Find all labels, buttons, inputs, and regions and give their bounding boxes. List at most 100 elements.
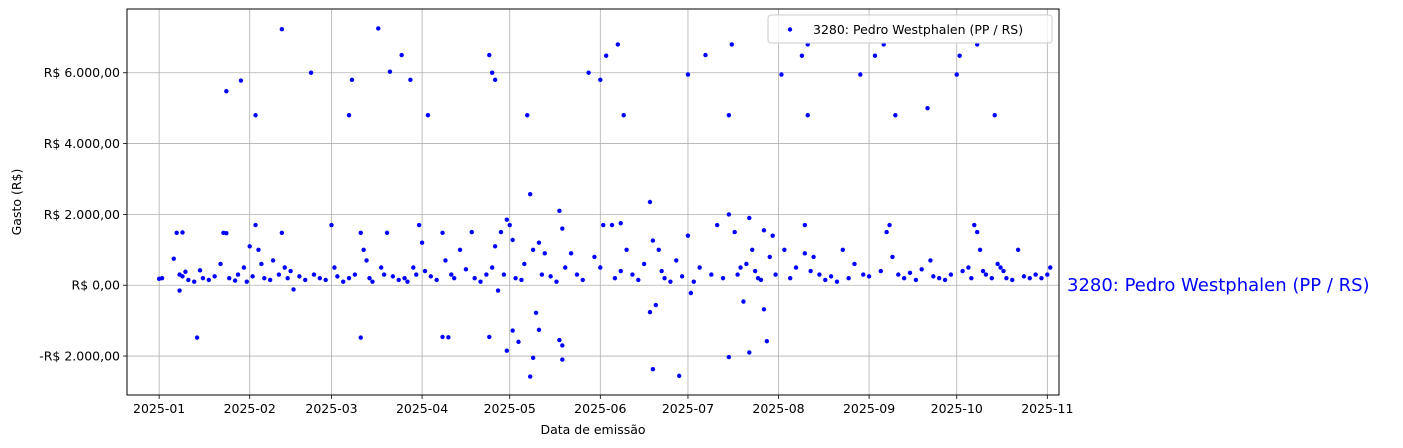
data-point [346,275,352,281]
data-point [586,70,591,75]
data-point [256,247,261,253]
data-point [218,261,223,267]
data-point [352,272,358,277]
data-point [750,247,755,253]
data-point [411,265,416,270]
data-point [650,366,656,372]
data-point [974,229,980,235]
data-point [1033,272,1038,277]
x-tick-label: 2025-06 [574,401,626,416]
data-point [513,275,518,281]
data-point [238,78,244,83]
x-tick-label: 2025-05 [484,401,536,416]
data-point [428,274,434,279]
data-point [227,275,232,281]
data-point [729,42,734,47]
data-point [530,355,536,361]
data-point [396,277,401,283]
data-point [504,348,510,353]
data-point [726,212,732,217]
data-point [834,279,840,284]
data-point [896,272,901,277]
data-point [367,275,372,281]
data-point [887,222,892,228]
x-tick-label: 2025-04 [396,401,448,416]
data-point [370,279,375,284]
data-point [402,275,407,281]
data-point [662,275,667,281]
data-point [709,272,714,277]
data-point [259,261,264,267]
data-point [498,229,504,235]
data-point [329,222,334,228]
data-point [378,265,384,270]
data-point [399,52,404,58]
data-point [977,247,983,253]
data-point [542,251,547,256]
data-point [919,267,924,272]
data-point [901,275,907,281]
data-point [452,275,457,281]
data-point [425,113,431,118]
data-point [618,221,623,226]
data-point [487,334,492,340]
data-point [194,335,200,340]
data-point [177,288,182,293]
data-point [802,251,808,256]
y-tick-label: R$ 2.000,00 [44,207,120,222]
data-point [291,287,296,292]
data-point [560,357,565,362]
data-point [285,275,290,281]
data-point [440,230,445,236]
data-point [624,247,629,253]
data-point [171,256,176,261]
data-point [560,343,565,348]
data-point [1021,274,1027,279]
data-point [346,113,352,118]
data-point [516,339,521,345]
data-point [732,229,737,235]
x-tick-label: 2025-10 [931,401,983,416]
data-point [805,113,810,118]
data-point [989,275,994,281]
data-point [522,261,527,267]
data-point [279,26,285,32]
data-point [443,258,448,263]
data-point [358,335,363,340]
data-point [758,277,764,283]
data-point [574,272,580,277]
data-point [495,288,501,293]
data-point [364,258,369,263]
legend: 3280: Pedro Westphalen (PP / RS) [767,14,1053,44]
data-point [618,268,623,274]
data-point [861,272,866,277]
data-point [948,272,954,277]
data-point [913,277,919,283]
data-point [811,254,816,260]
data-point [641,261,647,267]
y-axis-ticks: -R$ 2.000,00 R$ 0,00 R$ 2.000,00 R$ 4.000,0… [39,65,127,364]
data-point [761,307,767,312]
data-point [560,226,565,231]
data-point [197,268,203,273]
data-point [1027,275,1032,281]
data-point [630,272,635,277]
data-point [241,265,247,270]
data-point [527,192,533,197]
data-point [297,274,302,279]
data-point [726,113,732,118]
data-point [527,374,533,379]
data-point [317,275,323,281]
data-point [510,237,515,243]
data-point [788,275,793,281]
x-tick-label: 2025-07 [662,401,714,416]
data-point [276,272,282,277]
data-point [890,254,895,260]
data-point [183,269,188,274]
data-point [563,265,568,270]
data-point [840,247,845,253]
data-point [414,272,419,277]
data-point [601,222,606,228]
data-point [390,274,396,279]
data-point [741,299,746,304]
